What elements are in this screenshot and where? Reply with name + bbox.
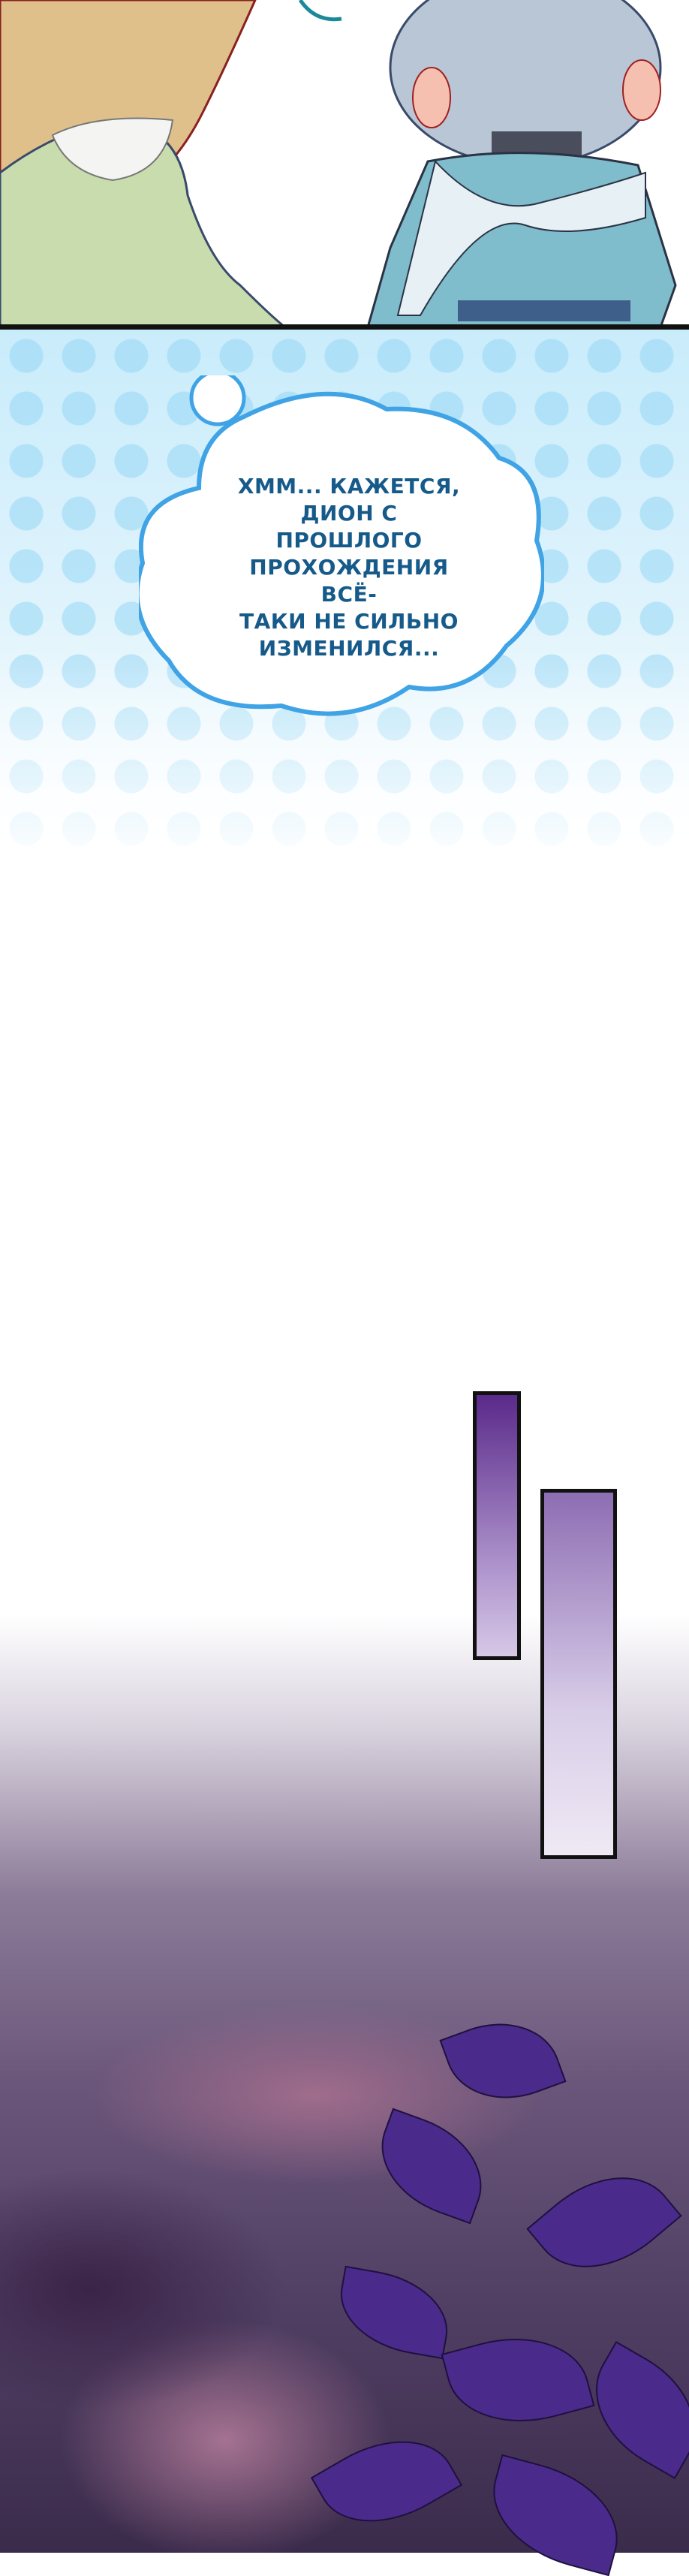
panel-divider [0, 324, 689, 330]
bubble-line: ХММ... КАЖЕТСЯ, [237, 474, 461, 499]
leaf [332, 2265, 456, 2360]
bubble-line: ДИОН С ПРОШЛОГО [275, 501, 423, 553]
leaf [570, 2341, 689, 2479]
illustration-panel-characters [0, 0, 689, 327]
thought-bubble [139, 375, 544, 716]
bubble-line: ТАКИ НЕ СИЛЬНО [239, 609, 459, 634]
purple-panel-box [473, 1391, 521, 1660]
leaf [310, 2413, 463, 2550]
thought-bubble-text: ХММ... КАЖЕТСЯ, ДИОН С ПРОШЛОГО ПРОХОЖДЕ… [225, 473, 473, 662]
leaf [478, 2454, 633, 2576]
lavender-panel-box [540, 1489, 617, 1859]
characters-illustration [0, 0, 677, 327]
leaf [364, 2107, 499, 2225]
bubble-line: ИЗМЕНИЛСЯ... [258, 636, 440, 661]
leaf [441, 2318, 595, 2442]
bubble-line: ПРОХОЖДЕНИЯ ВСЁ- [249, 555, 449, 607]
leaf [526, 2147, 682, 2298]
leaf [439, 2004, 567, 2118]
